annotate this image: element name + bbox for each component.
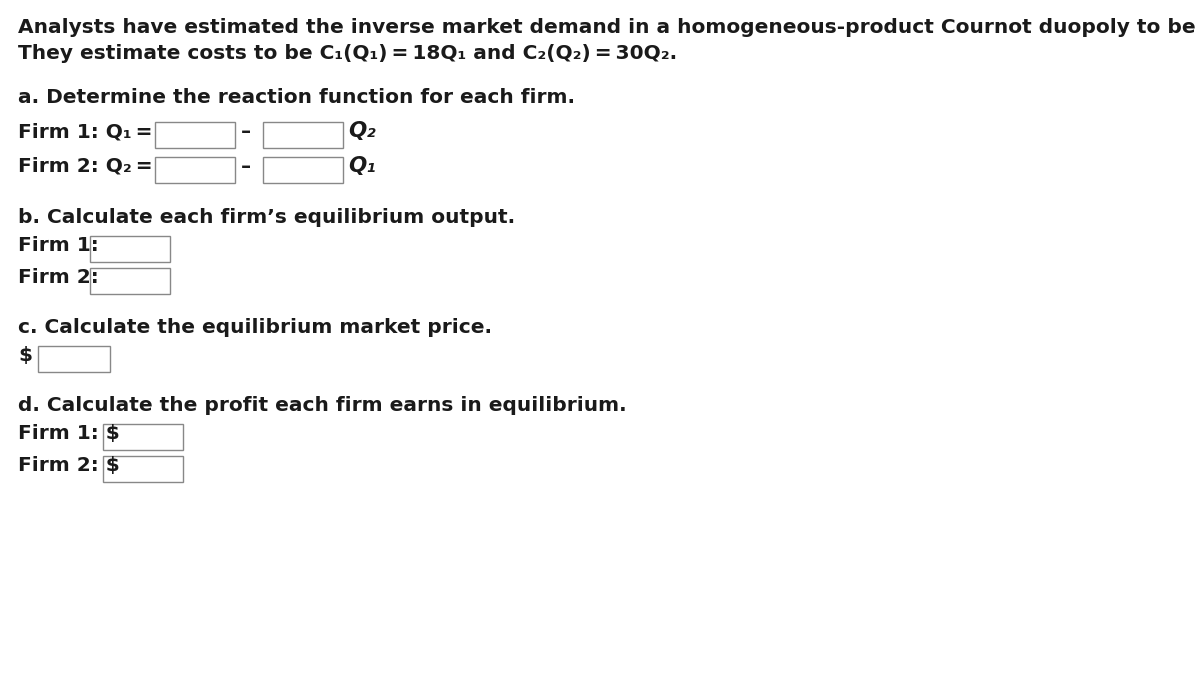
Text: Firm 1: Q₁ =: Firm 1: Q₁ = bbox=[18, 122, 152, 141]
Text: Firm 1:: Firm 1: bbox=[18, 236, 98, 255]
FancyBboxPatch shape bbox=[90, 268, 170, 294]
Text: –: – bbox=[241, 157, 251, 176]
Text: Firm 2: Q₂ =: Firm 2: Q₂ = bbox=[18, 157, 152, 176]
Text: $: $ bbox=[18, 346, 32, 365]
FancyBboxPatch shape bbox=[103, 424, 182, 450]
FancyBboxPatch shape bbox=[155, 157, 235, 183]
Text: They estimate costs to be C₁(Q₁) = 18Q₁ and C₂(Q₂) = 30Q₂.: They estimate costs to be C₁(Q₁) = 18Q₁ … bbox=[18, 44, 677, 63]
Text: a. Determine the reaction function for each firm.: a. Determine the reaction function for e… bbox=[18, 88, 575, 107]
Text: Q₁: Q₁ bbox=[348, 156, 376, 176]
FancyBboxPatch shape bbox=[263, 122, 343, 148]
FancyBboxPatch shape bbox=[90, 236, 170, 262]
Text: d. Calculate the profit each firm earns in equilibrium.: d. Calculate the profit each firm earns … bbox=[18, 396, 626, 415]
Text: Q₂: Q₂ bbox=[348, 121, 376, 141]
FancyBboxPatch shape bbox=[263, 157, 343, 183]
Text: –: – bbox=[241, 122, 251, 141]
Text: c. Calculate the equilibrium market price.: c. Calculate the equilibrium market pric… bbox=[18, 318, 492, 337]
Text: Firm 2: $: Firm 2: $ bbox=[18, 456, 120, 475]
Text: Firm 1: $: Firm 1: $ bbox=[18, 424, 120, 443]
FancyBboxPatch shape bbox=[38, 346, 110, 372]
FancyBboxPatch shape bbox=[155, 122, 235, 148]
Text: Analysts have estimated the inverse market demand in a homogeneous-product Courn: Analysts have estimated the inverse mark… bbox=[18, 18, 1200, 37]
Text: b. Calculate each firm’s equilibrium output.: b. Calculate each firm’s equilibrium out… bbox=[18, 208, 515, 227]
FancyBboxPatch shape bbox=[103, 456, 182, 482]
Text: Firm 2:: Firm 2: bbox=[18, 268, 98, 287]
